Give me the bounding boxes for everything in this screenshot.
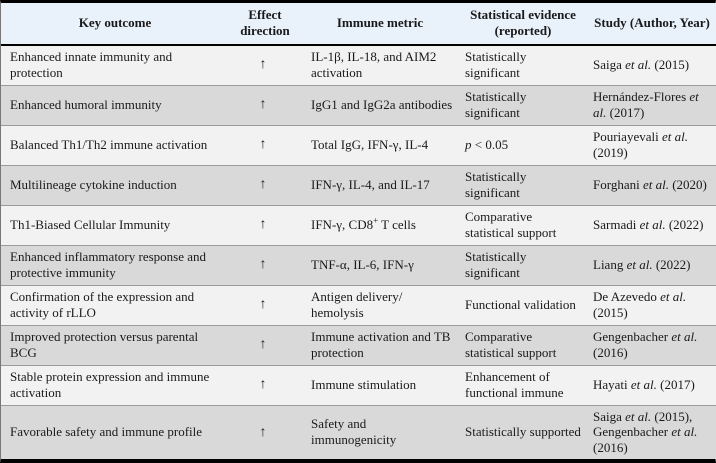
up-arrow-icon: ↑ <box>259 57 267 73</box>
table-row: Improved protection versus parental BCG ↑… <box>1 324 716 365</box>
up-arrow-icon: ↑ <box>259 97 267 113</box>
table-row: Balanced Th1/Th2 immune activation ↑ Total… <box>1 124 716 165</box>
direction-cell: ↑ <box>229 84 301 125</box>
table-row: Enhanced humoral immunity ↑ IgG1 and IgG2a… <box>1 84 716 125</box>
table-row: Stable protein expression and immune act… <box>1 364 716 405</box>
direction-cell: ↑ <box>229 404 301 460</box>
evidence-cell: Comparative statistical support <box>459 324 587 365</box>
evidence-cell: Statistically significant <box>459 244 587 285</box>
direction-cell: ↑ <box>229 364 301 405</box>
direction-cell: ↑ <box>229 324 301 365</box>
metric-cell: IFN-γ, IL-4, and IL-17 <box>301 164 459 205</box>
up-arrow-icon: ↑ <box>259 177 267 193</box>
study-cell: Hernández-Flores et al. (2017) <box>587 84 716 125</box>
up-arrow-icon: ↑ <box>259 424 267 440</box>
direction-cell: ↑ <box>229 45 301 86</box>
header-row: Key outcome Effect direction Immune metr… <box>1 3 716 46</box>
table-row: Multilineage cytokine induction ↑ IFN-γ, I… <box>1 164 716 205</box>
column-header-effect-direction: Effect direction <box>229 3 301 46</box>
direction-cell: ↑ <box>229 204 301 245</box>
table-row: Th1-Biased Cellular Immunity ↑ IFN-γ, CD8+… <box>1 204 716 245</box>
metric-cell: Total IgG, IFN-γ, IL-4 <box>301 124 459 165</box>
direction-cell: ↑ <box>229 164 301 205</box>
metric-cell: Safety and immunogenicity <box>301 404 459 460</box>
metric-cell: Antigen delivery/ hemolysis <box>301 284 459 325</box>
evidence-cell: Comparative statistical support <box>459 204 587 245</box>
evidence-cell: Functional validation <box>459 284 587 325</box>
outcome-cell: Enhanced inflammatory response and prote… <box>1 244 229 285</box>
evidence-cell: Statistically supported <box>459 404 587 460</box>
up-arrow-icon: ↑ <box>259 257 267 273</box>
column-header-statistical-evidence: Statistical evidence (reported) <box>459 3 587 46</box>
direction-cell: ↑ <box>229 124 301 165</box>
column-header-immune-metric: Immune metric <box>301 3 459 46</box>
study-cell: Forghani et al. (2020) <box>587 164 716 205</box>
metric-cell: IFN-γ, CD8+ T cells <box>301 204 459 245</box>
study-cell: Pouriayevali et al. (2019) <box>587 124 716 165</box>
evidence-cell: p < 0.05 <box>459 124 587 165</box>
table-row: Favorable safety and immune profile ↑ Safe… <box>1 404 716 460</box>
direction-cell: ↑ <box>229 244 301 285</box>
metric-cell: Immune activation and TB protection <box>301 324 459 365</box>
up-arrow-icon: ↑ <box>259 217 267 233</box>
column-header-study: Study (Author, Year) <box>587 3 716 46</box>
metric-cell: Immune stimulation <box>301 364 459 405</box>
metric-cell: TNF-α, IL-6, IFN-γ <box>301 244 459 285</box>
up-arrow-icon: ↑ <box>259 337 267 353</box>
up-arrow-icon: ↑ <box>259 297 267 313</box>
table-row: Confirmation of the expression and activ… <box>1 284 716 325</box>
study-cell: Hayati et al. (2017) <box>587 364 716 405</box>
outcome-cell: Stable protein expression and immune act… <box>1 364 229 405</box>
outcome-cell: Multilineage cytokine induction <box>1 164 229 205</box>
metric-cell: IgG1 and IgG2a antibodies <box>301 84 459 125</box>
outcome-cell: Balanced Th1/Th2 immune activation <box>1 124 229 165</box>
outcome-cell: Enhanced innate immunity and protection <box>10 49 173 80</box>
outcome-cell: Improved protection versus parental BCG <box>1 324 229 365</box>
study-cell: Gengenbacher et al. (2016) <box>587 324 716 365</box>
study-cell: Saiga et al. (2015) <box>593 57 690 73</box>
up-arrow-icon: ↑ <box>259 377 267 393</box>
direction-cell: ↑ <box>229 284 301 325</box>
study-cell: De Azevedo et al. (2015) <box>587 284 716 325</box>
outcome-cell: Enhanced humoral immunity <box>1 84 229 125</box>
table-header: Key outcome Effect direction Immune metr… <box>1 3 716 46</box>
table-row: Enhanced inflammatory response and prote… <box>1 244 716 285</box>
study-cell: Liang et al. (2022) <box>587 244 716 285</box>
evidence-cell: Statistically significant <box>459 164 587 205</box>
outcome-cell: Th1-Biased Cellular Immunity <box>1 204 229 245</box>
up-arrow-icon: ↑ <box>259 137 267 153</box>
table-row: Enhanced innate immunity and protection ↑… <box>1 44 716 86</box>
table-body: Enhanced innate immunity and protection ↑… <box>1 44 716 460</box>
evidence-cell: Enhancement of functional immune <box>459 364 587 405</box>
column-header-key-outcome: Key outcome <box>1 3 229 46</box>
evidence-cell: Statistically significant <box>459 84 587 125</box>
metric-cell: IL-1β, IL-18, and AIM2 activation <box>311 49 437 80</box>
study-cell: Sarmadi et al. (2022) <box>587 204 716 245</box>
evidence-cell: Statistically significant <box>465 49 527 80</box>
results-table: Key outcome Effect direction Immune metr… <box>1 3 716 460</box>
outcome-cell: Favorable safety and immune profile <box>1 404 229 460</box>
study-cell: Saiga et al. (2015), Gengenbacher et al.… <box>587 404 716 460</box>
outcome-cell: Confirmation of the expression and activ… <box>1 284 229 325</box>
